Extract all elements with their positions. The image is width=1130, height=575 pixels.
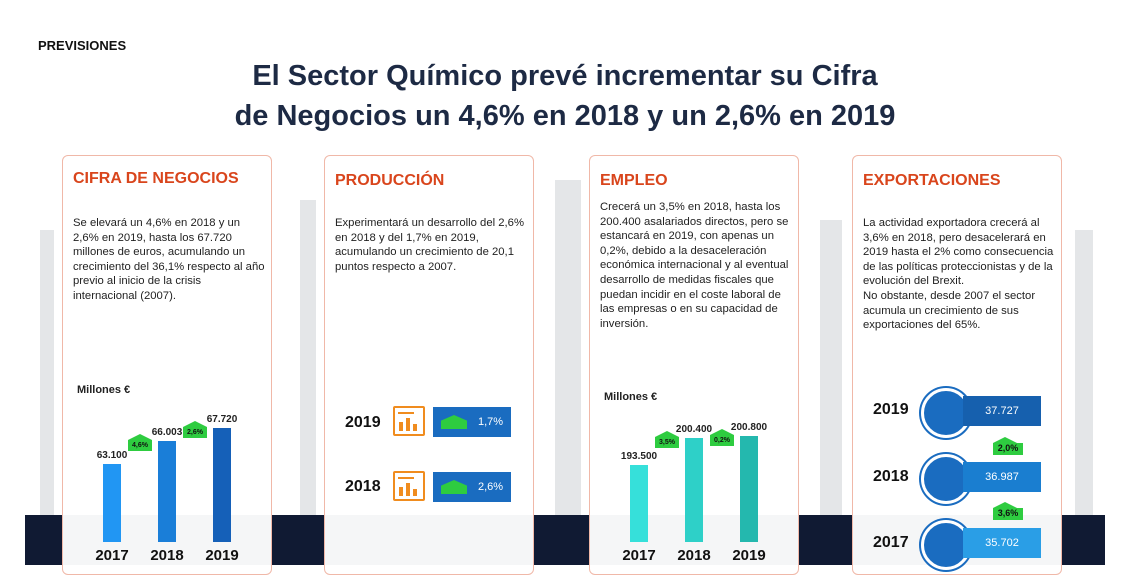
growth-box: 1,7% (433, 407, 511, 437)
growth-arrow-icon (441, 415, 467, 429)
title-line-1: El Sector Químico prevé incrementar su C… (252, 60, 878, 92)
export-value: 36.987 (963, 462, 1041, 492)
value-label: 200.800 (730, 422, 768, 434)
background-tower (1075, 230, 1093, 530)
year-label: 2018 (677, 547, 711, 564)
card-exportaciones: EXPORTACIONES La actividad exportadora c… (852, 155, 1062, 575)
section-label: PREVISIONES (38, 38, 127, 53)
growth-badge: 0,2% (710, 429, 734, 447)
growth-badge: 4,6% (128, 434, 152, 452)
background-chimney (300, 200, 316, 530)
bar-2018 (685, 437, 703, 542)
card-text: Experimentará un desarrollo del 2,6% en … (335, 217, 525, 273)
card-title: CIFRA DE NEGOCIOS (73, 170, 239, 187)
card-text: La actividad exportadora crecerá al 3,6%… (863, 217, 1054, 332)
background-tower (555, 180, 581, 530)
bar-2017 (630, 465, 648, 542)
row-year: 2018 (873, 468, 909, 485)
bar-chart-icon (393, 471, 425, 501)
card-cifra-negocios: CIFRA DE NEGOCIOS Se elevará un 4,6% en … (62, 155, 272, 575)
export-value: 35.702 (963, 528, 1041, 558)
row-year: 2018 (345, 478, 381, 495)
year-label: 2019 (205, 547, 239, 564)
row-year: 2019 (345, 414, 381, 431)
growth-value: 2,6% (478, 481, 504, 493)
year-label: 2018 (150, 547, 184, 564)
row-year: 2017 (873, 534, 909, 551)
unit-label: Millones € (77, 384, 131, 396)
card-text: Crecerá un 3,5% en 2018, hasta los 200.4… (600, 201, 789, 330)
value-label: 63.100 (96, 450, 128, 462)
growth-badge: 3,6% (993, 502, 1023, 520)
background-tower (820, 220, 842, 530)
bar-2017 (103, 464, 121, 542)
growth-value: 1,7% (478, 416, 504, 428)
unit-label: Millones € (604, 391, 658, 403)
growth-badge: 3,5% (655, 430, 679, 448)
background-factory (40, 230, 54, 530)
card-text: Se elevará un 4,6% en 2018 y un 2,6% en … (73, 217, 265, 302)
card-title: EXPORTACIONES (863, 172, 1001, 189)
card-empleo: EMPLEO Crecerá un 3,5% en 2018, hasta lo… (589, 155, 799, 575)
value-label: 200.400 (675, 423, 713, 435)
year-label: 2019 (732, 547, 766, 564)
growth-arrow-icon (441, 480, 467, 494)
year-label: 2017 (622, 547, 656, 564)
bar-chart-icon (393, 406, 425, 436)
growth-badge: 2,6% (183, 421, 207, 439)
value-label: 67.720 (206, 414, 238, 426)
card-title: PRODUCCIÓN (335, 172, 445, 189)
bar-2018 (158, 441, 176, 542)
value-label: 66.003 (151, 427, 183, 439)
growth-box: 2,6% (433, 472, 511, 502)
card-produccion: PRODUCCIÓN Experimentará un desarrollo d… (324, 155, 534, 575)
bar-2019 (740, 436, 758, 542)
bar-2019 (213, 428, 231, 542)
card-title: EMPLEO (600, 172, 668, 189)
title-line-2: de Negocios un 4,6% en 2018 y un 2,6% en… (234, 100, 896, 132)
export-value: 37.727 (963, 396, 1041, 426)
page-title: El Sector Químico prevé incrementar su C… (0, 56, 1130, 136)
year-label: 2017 (95, 547, 129, 564)
growth-badge: 2,0% (993, 437, 1023, 455)
value-label: 193.500 (620, 451, 658, 463)
row-year: 2019 (873, 401, 909, 418)
